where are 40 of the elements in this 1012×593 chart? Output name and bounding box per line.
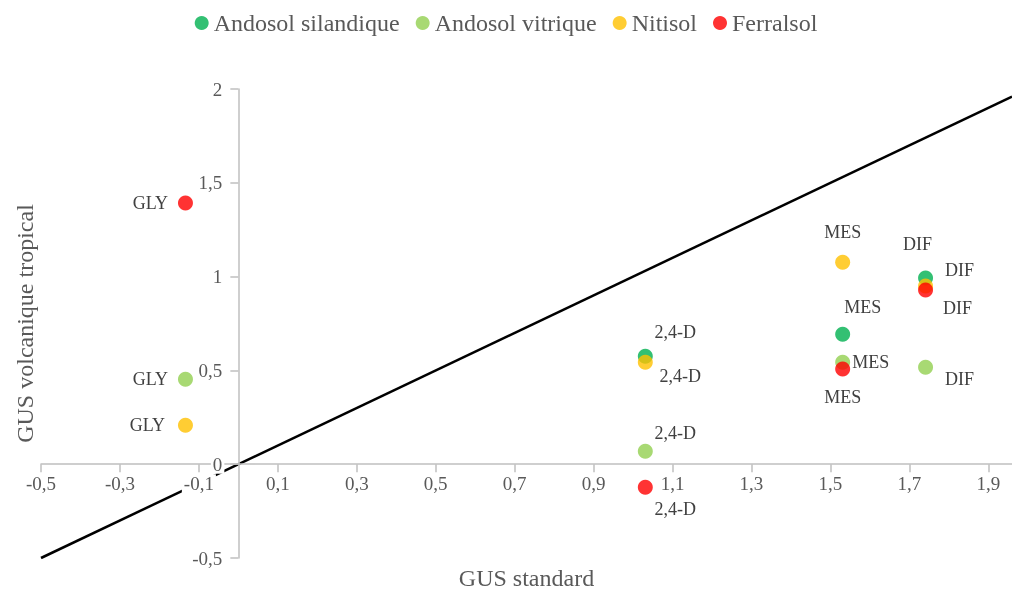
annotation: 2,4-D — [654, 322, 697, 343]
x-tick-label: 0,5 — [423, 473, 448, 495]
legend-label: Andosol silandique — [213, 10, 400, 36]
x-tick-label: 1,5 — [818, 473, 843, 495]
annotation: DIF — [945, 259, 975, 280]
y-tick-label: 2 — [212, 78, 223, 100]
y-tick-label: 1 — [212, 266, 223, 288]
x-tick-label: -0,1 — [183, 473, 214, 495]
annotation: MES — [824, 387, 862, 408]
y-tick-label: -0,5 — [192, 547, 223, 569]
annotation: 2,4-D — [659, 366, 702, 387]
legend-label: Ferralsol — [732, 10, 818, 36]
annotation: 2,4-D — [654, 499, 697, 520]
annotation: GLY — [132, 193, 169, 214]
x-tick-label: 1,7 — [897, 473, 922, 495]
x-tick-label: 0,3 — [344, 473, 369, 495]
x-tick-label: 0,7 — [502, 473, 527, 495]
x-axis-title: GUS standard — [458, 565, 595, 592]
x-tick-label: 0,1 — [265, 473, 290, 495]
y-tick-label: 0 — [212, 453, 223, 475]
annotation: GLY — [129, 415, 166, 436]
y-axis-title: GUS volcanique tropical — [12, 203, 39, 443]
annotation: DIF — [943, 298, 973, 319]
annotation: 2,4-D — [654, 423, 697, 444]
annotation: DIF — [903, 234, 933, 255]
annotation: MES — [852, 352, 890, 373]
legend-label: Andosol vitrique — [434, 10, 597, 36]
annotation: DIF — [945, 369, 975, 390]
y-tick-label: 1,5 — [198, 172, 223, 194]
legend-label: Nitisol — [631, 10, 698, 36]
x-tick-label: 1,9 — [976, 473, 1001, 495]
annotation: MES — [844, 297, 882, 318]
annotation: GLY — [132, 369, 169, 390]
x-tick-label: 1,1 — [660, 473, 685, 495]
x-tick-label: -0,5 — [25, 473, 57, 495]
y-tick-label: 0,5 — [198, 359, 223, 381]
x-tick-label: -0,3 — [104, 473, 135, 495]
x-tick-label: 0,9 — [581, 473, 606, 495]
x-tick-label: 1,3 — [739, 473, 764, 495]
annotation: MES — [824, 222, 862, 243]
